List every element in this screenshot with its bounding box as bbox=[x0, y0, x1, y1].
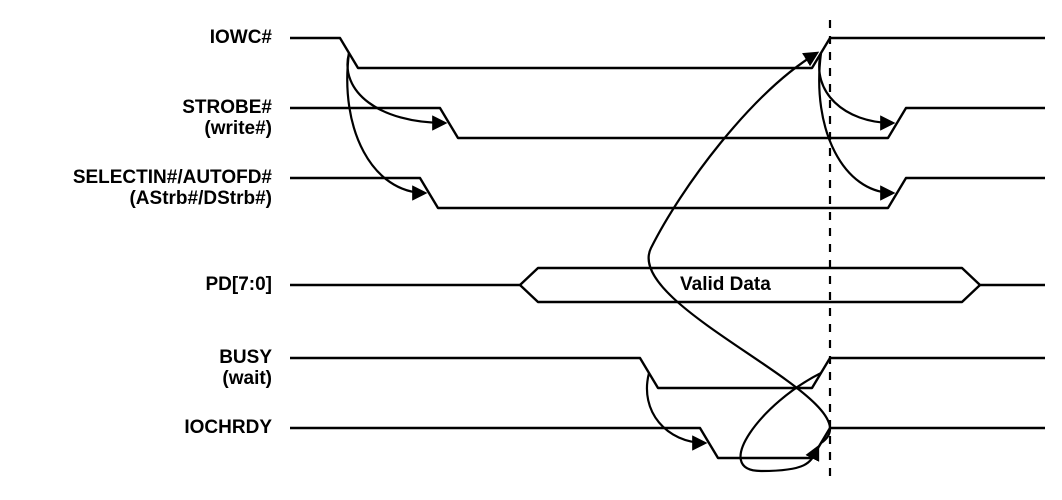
label-busy: BUSY (wait) bbox=[219, 348, 272, 390]
timing-diagram: IOWC# STROBE# (write#) SELECTIN#/AUTOFD#… bbox=[0, 0, 1062, 500]
label-selectin-line2: (AStrb#/DStrb#) bbox=[129, 188, 272, 209]
label-strobe-line2: (write#) bbox=[204, 118, 272, 139]
label-strobe: STROBE# (write#) bbox=[182, 98, 272, 140]
valid-data-text: Valid Data bbox=[680, 274, 771, 295]
valid-data-caption: Valid Data bbox=[680, 274, 771, 296]
label-iowc: IOWC# bbox=[210, 28, 272, 49]
label-iochrdy-line1: IOCHRDY bbox=[184, 417, 272, 438]
label-selectin: SELECTIN#/AUTOFD# (AStrb#/DStrb#) bbox=[73, 168, 272, 210]
label-iowc-line1: IOWC# bbox=[210, 27, 272, 48]
label-pd: PD[7:0] bbox=[205, 275, 272, 296]
timing-svg bbox=[0, 0, 1062, 500]
label-selectin-line1: SELECTIN#/AUTOFD# bbox=[73, 167, 272, 188]
label-busy-line1: BUSY bbox=[219, 347, 272, 368]
label-strobe-line1: STROBE# bbox=[182, 97, 272, 118]
label-busy-line2: (wait) bbox=[222, 368, 272, 389]
label-iochrdy: IOCHRDY bbox=[184, 418, 272, 439]
label-pd-line1: PD[7:0] bbox=[205, 274, 272, 295]
